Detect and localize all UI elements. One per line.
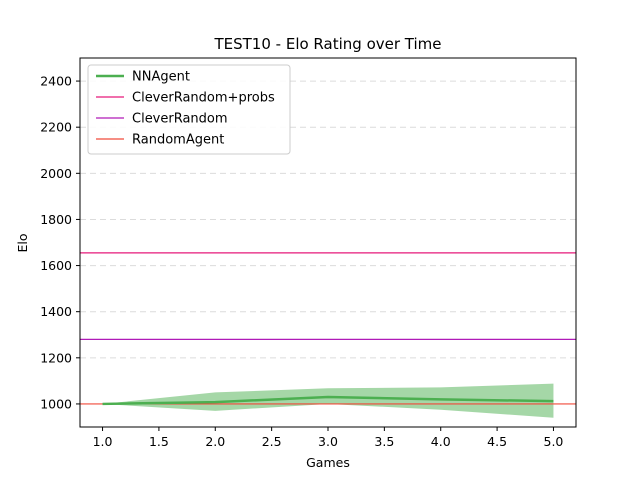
y-tick-label: 1600	[40, 258, 72, 273]
nnagent-line	[102, 395, 554, 406]
x-tick-label: 4.0	[431, 434, 451, 449]
series-lines	[80, 252, 576, 406]
x-tick-label: 1.5	[149, 434, 169, 449]
legend-label: CleverRandom	[132, 112, 228, 127]
legend-box	[87, 64, 291, 155]
legend: NNAgent CleverRandom+probs CleverRandom Ran…	[87, 64, 291, 155]
x-tick-label: 1.0	[93, 434, 113, 449]
nnagent-confidence-band	[102, 383, 554, 418]
x-tick-label: 2.5	[262, 434, 282, 449]
y-tick-label: 1000	[40, 396, 72, 411]
x-tick-label: 2.0	[205, 434, 225, 449]
y-axis-title: Elo	[15, 233, 30, 252]
y-tick-label: 2000	[40, 166, 72, 181]
y-tick-label: 2400	[40, 74, 72, 89]
x-tick-label: 3.0	[318, 434, 338, 449]
legend-label: RandomAgent	[132, 133, 224, 148]
y-tick-label: 2200	[40, 120, 72, 135]
confidence-bands	[102, 383, 554, 418]
y-tick-label: 1400	[40, 304, 72, 319]
x-axis-title: Games	[306, 455, 350, 470]
x-tick-label: 3.5	[374, 434, 394, 449]
axis-ticks: 1000 1200 1400 1600 1800 2000 2200 2400 1.0 1.5 2.…	[40, 74, 563, 449]
x-tick-label: 5.0	[544, 434, 564, 449]
legend-label: NNAgent	[132, 70, 190, 85]
chart-title: TEST10 - Elo Rating over Time	[213, 35, 441, 53]
y-tick-label: 1200	[40, 350, 72, 365]
y-tick-label: 1800	[40, 212, 72, 227]
legend-label: CleverRandom+probs	[132, 91, 275, 106]
x-tick-label: 4.5	[487, 434, 507, 449]
